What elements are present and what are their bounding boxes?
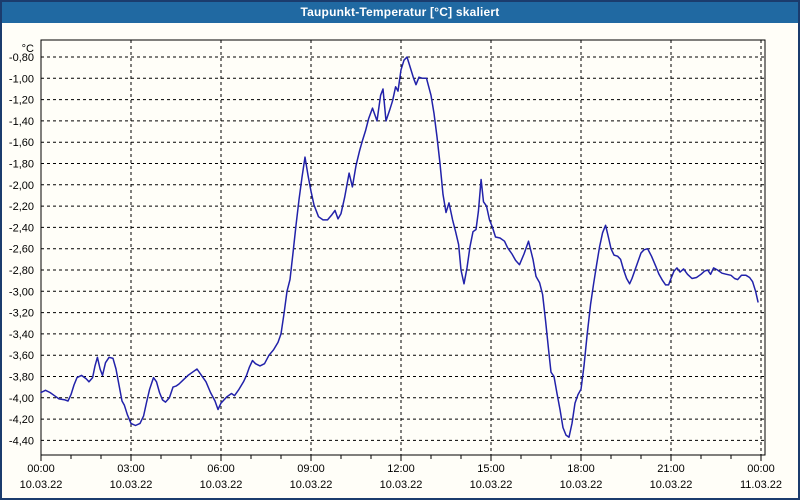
y-tick-label: -1,20 [9,95,34,107]
y-tick-label: -1,40 [9,116,34,128]
y-tick-label: -4,20 [9,414,34,426]
x-tick-date-label: 11.03.22 [740,479,782,491]
y-tick-label: -3,20 [9,308,34,320]
y-tick-label: -2,20 [9,201,34,213]
y-tick-label: -2,00 [9,180,34,192]
x-tick-time-label: 00:00 [27,463,55,475]
y-tick-label: -4,00 [9,393,34,405]
chart-canvas: -0,80 -1,00 -1,20 -1,40 -1,60 -1,80 -2,00 -2,20… [9,39,782,491]
plot-border [40,39,766,456]
y-tick-label: -2,40 [9,222,34,234]
x-tick-date-label: 10.03.22 [290,479,333,491]
y-tick-label: -0,80 [9,52,34,64]
y-tick-label: -1,60 [9,137,34,149]
x-tick-date-label: 10.03.22 [200,479,243,491]
temperature-line [40,56,759,438]
y-tick-label: -2,60 [9,244,34,256]
x-tick-time-label: 03:00 [117,463,145,475]
chart-title: Taupunkt-Temperatur [°C] skaliert [300,5,500,19]
x-tick-time-label: 00:00 [747,463,775,475]
title-bar: Taupunkt-Temperatur [°C] skaliert [2,2,798,23]
y-tick-label: -3,40 [9,329,34,341]
x-tick-time-label: 06:00 [207,463,235,475]
y-tick-label: -3,60 [9,350,34,362]
y-axis-unit-label: °C [22,43,34,55]
x-tick-date-label: 10.03.22 [380,479,423,491]
x-tick-time-label: 12:00 [387,463,415,475]
y-tick-label: -3,80 [9,372,34,384]
y-tick-label: -1,00 [9,73,34,85]
y-tick-label: -4,40 [9,435,34,447]
x-tick-date-label: 10.03.22 [650,479,693,491]
x-tick-time-label: 09:00 [297,463,325,475]
x-tick-time-label: 18:00 [567,463,595,475]
y-tick-label: -3,00 [9,286,34,298]
x-tick-time-label: 21:00 [657,463,685,475]
x-tick-date-label: 10.03.22 [560,479,603,491]
y-tick-label: -1,80 [9,159,34,171]
y-tick-label: -2,80 [9,265,34,277]
x-tick-date-label: 10.03.22 [470,479,513,491]
x-tick-date-label: 10.03.22 [110,479,153,491]
x-tick-time-label: 15:00 [477,463,505,475]
x-tick-date-label: 10.03.22 [20,479,63,491]
